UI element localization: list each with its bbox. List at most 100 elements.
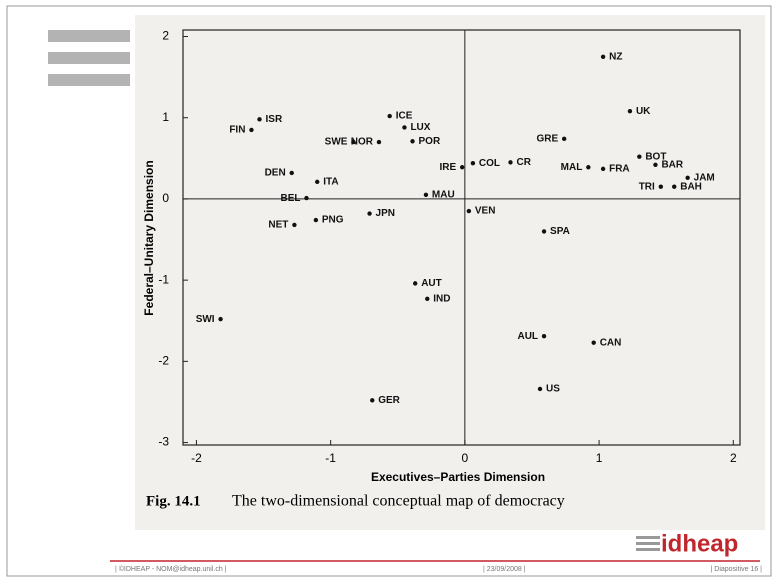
x-tick-label: -2: [191, 451, 202, 465]
point: [249, 127, 254, 133]
point-label: JAM: [694, 172, 715, 183]
point: [672, 184, 677, 189]
plot-frame: [182, 29, 741, 446]
point-label: SWI: [196, 314, 215, 325]
point-label: GRE: [537, 133, 559, 144]
point: [313, 217, 319, 223]
point-label: ISR: [266, 114, 283, 125]
point: [425, 296, 430, 302]
point-label: BAR: [661, 159, 683, 170]
point: [289, 170, 294, 176]
x-tick-label: 2: [730, 451, 737, 465]
caption-number: Fig. 14.1: [146, 493, 201, 509]
y-tick-label: -1: [158, 272, 169, 286]
point-label: LUX: [410, 122, 430, 133]
point-label: SWE: [325, 137, 348, 148]
point-label: ICE: [396, 111, 413, 122]
point: [423, 192, 429, 198]
y-tick-label: 2: [162, 29, 169, 43]
point: [591, 340, 596, 345]
point: [600, 166, 606, 172]
point-label: JPN: [376, 208, 395, 219]
slide-frame: [6, 5, 772, 577]
point-label: CR: [516, 157, 531, 168]
point: [653, 162, 658, 168]
point: [412, 281, 418, 286]
point-label: NZ: [609, 51, 622, 62]
point: [466, 208, 472, 214]
point-label: COL: [479, 158, 500, 169]
point-label: NOR: [351, 137, 374, 148]
point: [367, 211, 372, 216]
point-label: CAN: [600, 337, 622, 348]
point: [508, 160, 513, 165]
logo-bar: [636, 548, 660, 551]
point-label: AUL: [517, 331, 538, 342]
point: [387, 113, 392, 119]
y-tick-label: -2: [158, 354, 169, 368]
point: [304, 195, 309, 201]
point: [218, 316, 223, 322]
deco-bar: [48, 74, 130, 86]
point-label: IND: [433, 293, 450, 304]
point-label: UK: [636, 106, 651, 117]
y-tick-label: 1: [162, 110, 169, 124]
point: [470, 160, 476, 166]
footer-page: | Diapositive 16 |: [711, 566, 763, 573]
point: [292, 222, 297, 228]
footer-left: | ©IDHEAP - NOM@idheap.unil.ch |: [115, 565, 227, 573]
point: [315, 179, 320, 185]
point: [402, 125, 407, 130]
logo: idheap: [661, 530, 738, 557]
point: [370, 398, 375, 403]
y-tick-label: -3: [158, 435, 169, 449]
point: [561, 136, 567, 142]
x-tick-label: 1: [596, 451, 603, 465]
point-label: POR: [419, 136, 441, 147]
deco-bar: [48, 30, 130, 42]
point-label: DEN: [265, 168, 286, 179]
point: [351, 139, 356, 145]
scan-background: [135, 15, 765, 530]
point-label: FRA: [609, 164, 630, 175]
point: [376, 139, 382, 145]
point: [410, 139, 415, 144]
point: [586, 165, 591, 170]
point-label: BEL: [280, 193, 300, 204]
point-label: MAU: [432, 190, 455, 201]
point-label: MAL: [561, 162, 583, 173]
point-label: TRI: [639, 181, 655, 192]
point-label: AUT: [421, 278, 442, 289]
point-label: VEN: [475, 206, 496, 217]
point-label: PNG: [322, 215, 344, 226]
x-axis-label: Executives–Parties Dimension: [371, 470, 545, 484]
point-label: FIN: [229, 125, 245, 136]
point-label: SPA: [550, 226, 570, 237]
point-label: NET: [268, 220, 288, 231]
point: [600, 54, 606, 60]
point: [637, 154, 642, 159]
x-tick-label: -1: [325, 451, 336, 465]
point: [537, 386, 543, 392]
point: [459, 165, 465, 170]
caption: The two-dimensional conceptual map of de…: [232, 493, 565, 510]
logo-bar: [636, 536, 660, 539]
deco-bar: [48, 52, 130, 64]
x-tick-label: 0: [462, 451, 469, 465]
point: [257, 117, 262, 122]
point-label: US: [546, 384, 560, 395]
point-label: BAH: [680, 181, 702, 192]
point-label: BOT: [645, 151, 666, 162]
footer-date: | 23/09/2008 |: [483, 566, 526, 573]
point: [627, 109, 633, 114]
point-label: ITA: [323, 177, 338, 188]
y-axis-label: Federal–Unitary Dimension: [142, 160, 156, 315]
point: [685, 175, 690, 181]
point: [541, 229, 547, 234]
point: [658, 184, 664, 189]
point-label: IRE: [439, 162, 456, 173]
y-tick-label: 0: [162, 191, 169, 205]
point-label: GER: [378, 395, 400, 406]
